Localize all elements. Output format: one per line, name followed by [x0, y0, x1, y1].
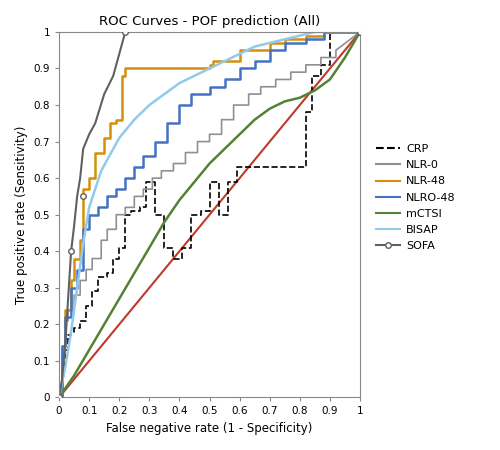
Y-axis label: True positive rate (Sensitivity): True positive rate (Sensitivity) [15, 126, 28, 304]
Title: ROC Curves - POF prediction (All): ROC Curves - POF prediction (All) [99, 15, 320, 28]
X-axis label: False negative rate (1 - Specificity): False negative rate (1 - Specificity) [106, 422, 312, 435]
Legend: CRP, NLR-0, NLR-48, NLRO-48, mCTSI, BISAP, SOFA: CRP, NLR-0, NLR-48, NLRO-48, mCTSI, BISA… [372, 140, 460, 256]
